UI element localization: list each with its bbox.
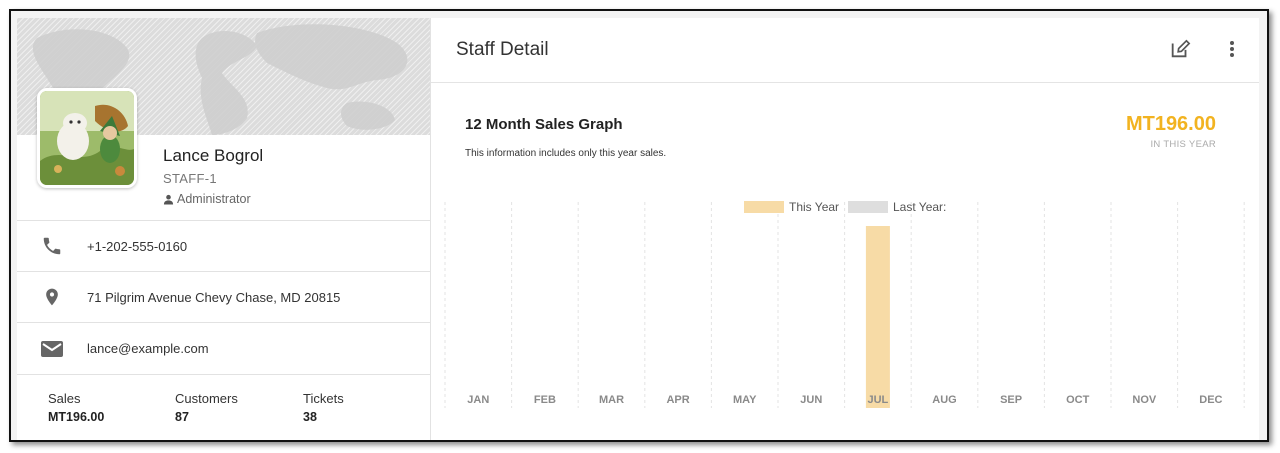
staff-role: Administrator (163, 192, 263, 206)
x-tick-label: FEB (534, 394, 556, 406)
graph-subtitle: This information includes only this year… (465, 148, 667, 159)
stat-tickets-value: 38 (303, 410, 317, 424)
x-tick-label: JUN (800, 394, 822, 406)
sales-chart: This Year Last Year: JAN FEB MAR APR MAY JUN JUL… (444, 200, 1245, 408)
stat-customers-label: Customers (175, 391, 238, 406)
phone-icon (43, 237, 61, 255)
stat-sales-label: Sales (48, 391, 81, 406)
address-text: 71 Pilgrim Avenue Chevy Chase, MD 20815 (87, 289, 341, 305)
person-icon (163, 194, 174, 205)
staff-detail-panel: Staff Detail 12 Month Sales Graph T (431, 18, 1259, 440)
edit-icon (1171, 39, 1191, 58)
x-tick-label: AUG (932, 394, 956, 406)
profile-identity: Lance Bogrol STAFF-1 Administrator (163, 146, 263, 206)
role-label: Administrator (177, 192, 251, 206)
app-frame: Lance Bogrol STAFF-1 Administrator +1-20 (9, 9, 1269, 442)
phone-row[interactable]: +1-202-555-0160 (17, 220, 431, 271)
year-total: MT196.00 (1125, 113, 1216, 135)
staff-code: STAFF-1 (163, 171, 217, 186)
x-tick-label: SEP (1000, 394, 1022, 406)
stat-sales: Sales MT196.00 (48, 391, 104, 424)
mail-icon (41, 340, 63, 357)
avatar (37, 88, 137, 188)
stat-sales-value: MT196.00 (48, 410, 105, 424)
x-tick-label: JAN (467, 394, 489, 406)
year-total-label: IN THIS YEAR (1150, 139, 1216, 150)
panel-header: Staff Detail (431, 18, 1259, 83)
legend-swatch (744, 201, 784, 213)
stat-customers-value: 87 (175, 410, 189, 424)
panel-title: Staff Detail (456, 39, 549, 60)
location-pin-icon (46, 288, 58, 306)
edit-button[interactable] (1169, 38, 1191, 65)
staff-view: Lance Bogrol STAFF-1 Administrator +1-20 (17, 18, 1259, 440)
x-tick-label: DEC (1199, 394, 1222, 406)
x-tick-label: NOV (1132, 394, 1157, 406)
x-tick-label: JUL (868, 394, 889, 406)
x-tick-label: APR (666, 394, 689, 406)
x-tick-label: MAR (599, 394, 624, 406)
x-tick-label: MAY (733, 394, 757, 406)
email-row[interactable]: lance@example.com (17, 322, 431, 374)
world-map-graphic (32, 24, 408, 135)
staff-stats: Sales MT196.00 Customers 87 Tickets 38 (17, 374, 431, 445)
stat-tickets-label: Tickets (303, 391, 344, 406)
address-row[interactable]: 71 Pilgrim Avenue Chevy Chase, MD 20815 (17, 271, 431, 322)
legend-swatch (848, 201, 888, 213)
email-text: lance@example.com (87, 341, 209, 356)
legend-label: This Year (789, 200, 839, 214)
phone-text: +1-202-555-0160 (87, 238, 188, 254)
more-button[interactable] (1227, 38, 1237, 65)
stat-tickets: Tickets 38 (303, 391, 344, 424)
profile-banner (17, 18, 430, 135)
profile-card: Lance Bogrol STAFF-1 Administrator +1-20 (17, 18, 431, 440)
graph-title: 12 Month Sales Graph (465, 116, 623, 133)
stat-customers: Customers 87 (175, 391, 238, 424)
legend-label: Last Year: (893, 200, 946, 214)
more-vert-icon (1230, 41, 1234, 57)
bar-jul (865, 226, 890, 408)
staff-name: Lance Bogrol (163, 146, 264, 165)
x-tick-label: OCT (1066, 394, 1090, 406)
